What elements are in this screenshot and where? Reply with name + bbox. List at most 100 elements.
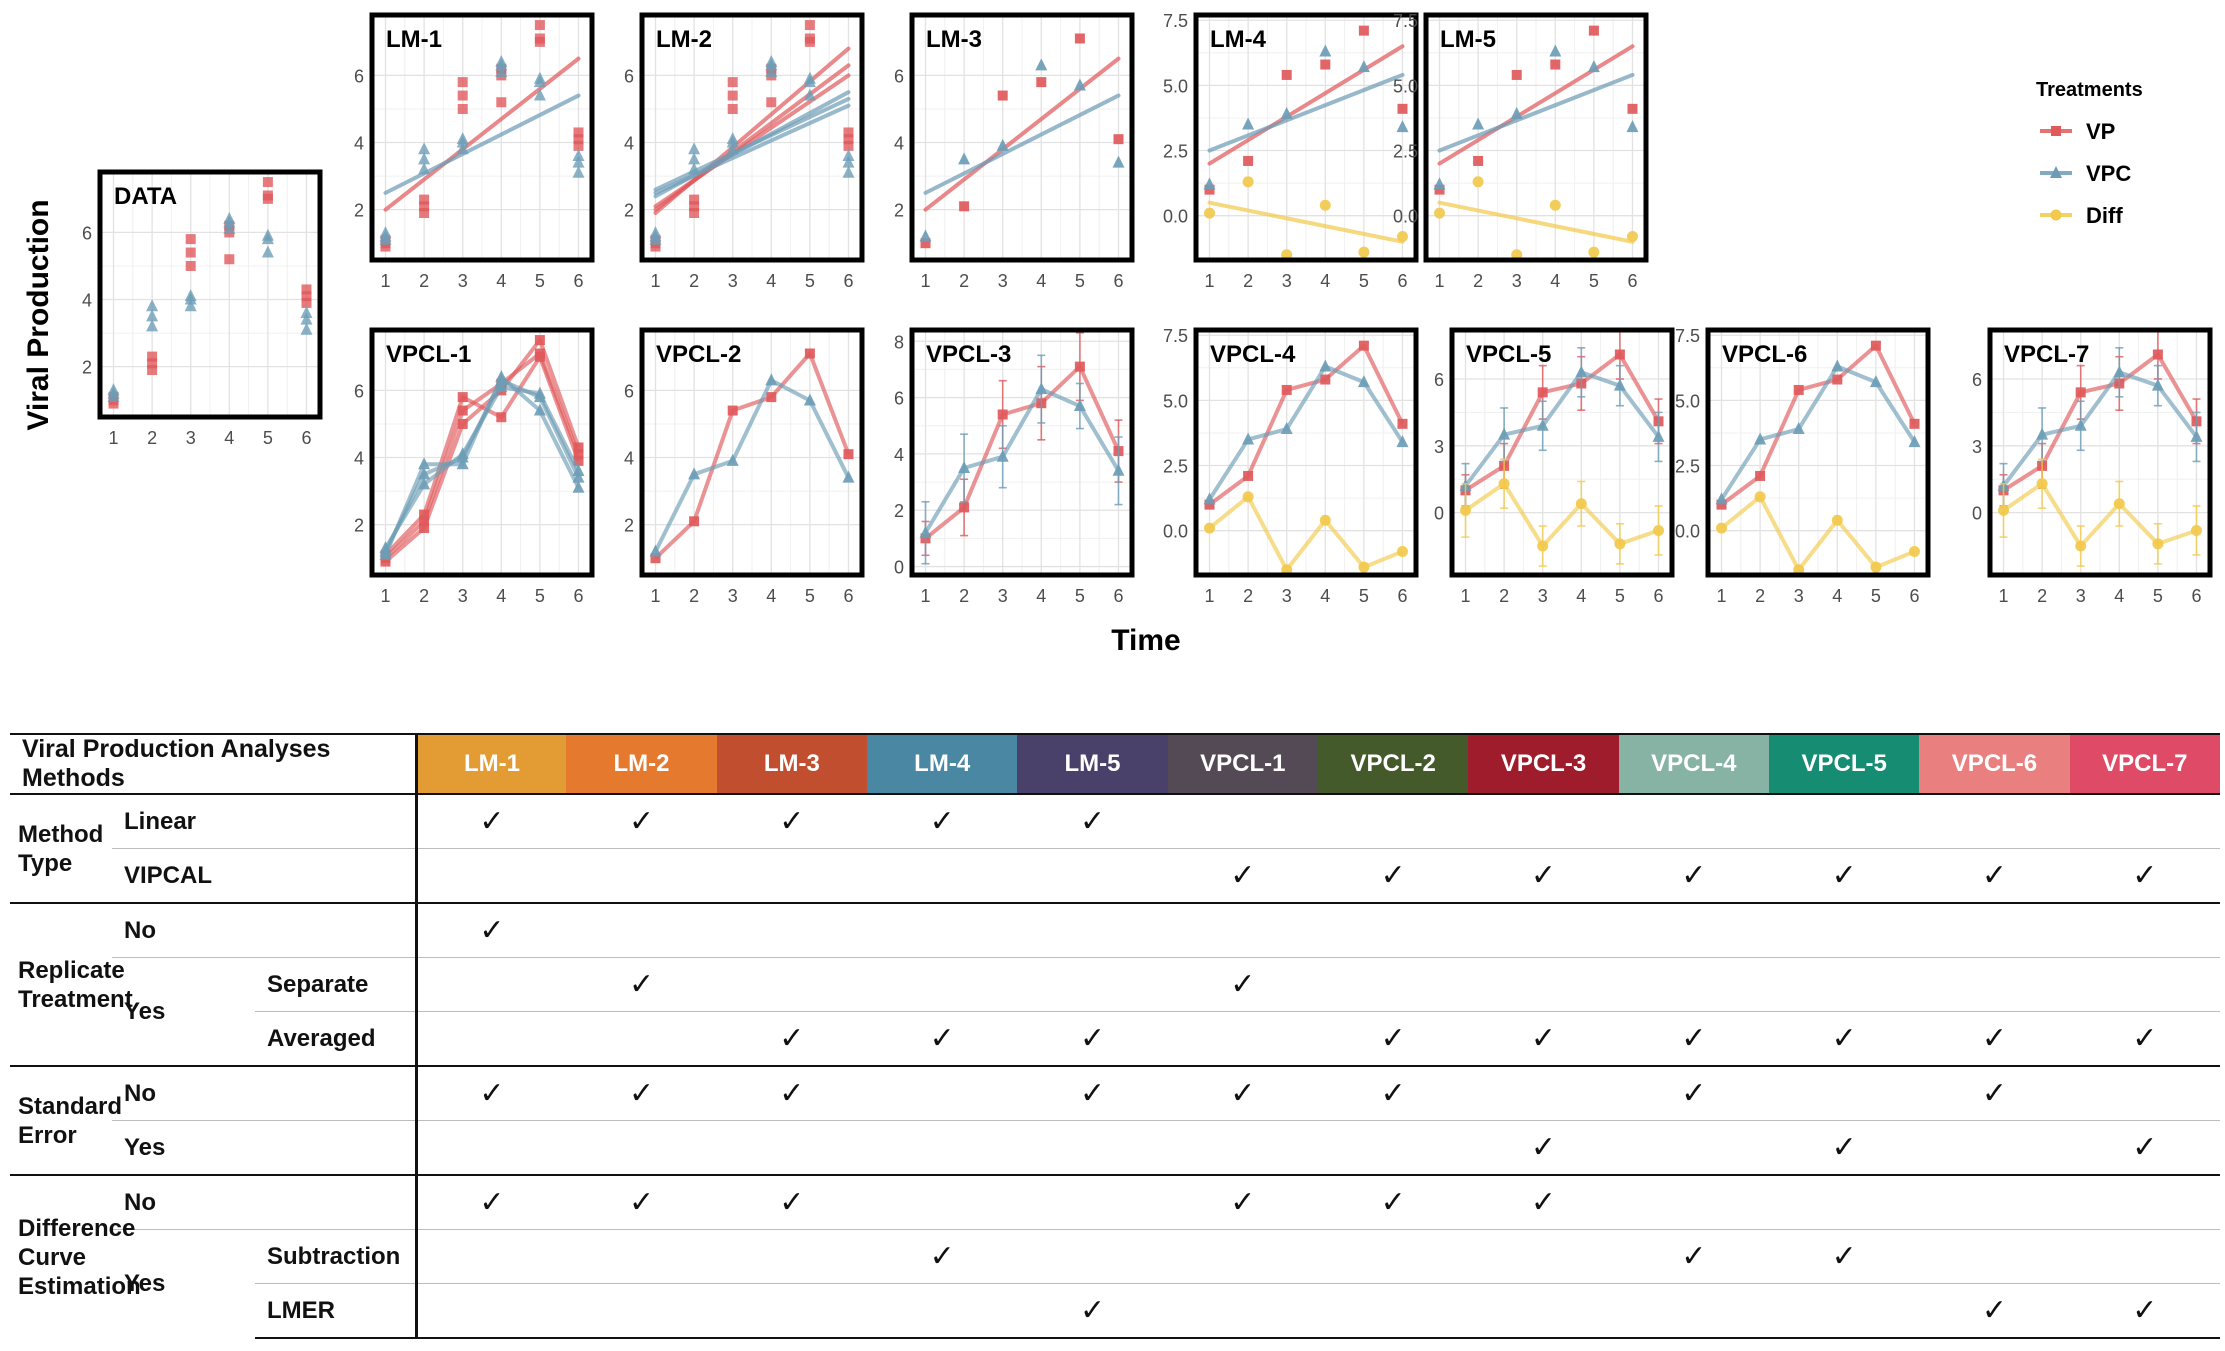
- empty-cell: [867, 848, 1018, 903]
- legend-item-vpc: VPC: [2040, 161, 2131, 186]
- data-point: [688, 142, 701, 155]
- data-point: [1549, 44, 1562, 57]
- data-point: [1793, 384, 1804, 395]
- data-point: [1434, 184, 1445, 195]
- empty-cell: [566, 848, 717, 903]
- data-point: [649, 544, 662, 557]
- x-tick-label: 6: [1653, 586, 1663, 606]
- data-point: [1112, 155, 1125, 168]
- panel-frame: [369, 12, 595, 263]
- series-line: [923, 387, 1121, 534]
- empty-cell: [566, 1120, 717, 1175]
- x-tick-label: 4: [1576, 586, 1586, 606]
- y-tick-label: 0.0: [1393, 207, 1418, 227]
- x-tick-label: 1: [921, 271, 931, 291]
- data-point: [727, 77, 738, 88]
- data-point: [456, 457, 469, 470]
- data-point: [107, 383, 120, 396]
- data-point: [689, 194, 700, 205]
- panel-lm-3: 2 4 6 1 2 3 4 5 6 LM-3: [894, 12, 1135, 291]
- x-tick-label: 1: [651, 586, 661, 606]
- panel-frame: [639, 327, 865, 578]
- series-vp: [1204, 25, 1408, 195]
- panel-frame: [909, 327, 1135, 578]
- series-vp: [650, 348, 854, 564]
- series-vp: [1716, 340, 1920, 510]
- empty-cell: [416, 1120, 567, 1175]
- data-point: [804, 348, 815, 359]
- method-header: LM-4: [867, 733, 1018, 795]
- empty-cell: [2069, 1065, 2220, 1121]
- check-mark: ✓: [716, 1065, 868, 1121]
- x-tick-label: 3: [998, 271, 1008, 291]
- data-point: [533, 88, 546, 101]
- check-mark: ✓: [1017, 1011, 1168, 1066]
- empty-cell: [1768, 1065, 1920, 1121]
- x-tick-label: 3: [728, 271, 738, 291]
- data-point: [1396, 120, 1409, 133]
- panel-title: LM-1: [386, 26, 442, 53]
- y-tick-label: 6: [624, 66, 634, 86]
- x-tick-label: 4: [1036, 586, 1046, 606]
- empty-cell: [1318, 793, 1469, 849]
- data-point: [1460, 504, 1472, 516]
- data-point: [1319, 199, 1331, 211]
- data-point: [688, 162, 701, 175]
- x-tick-label: 5: [805, 586, 815, 606]
- x-tick-label: 5: [1359, 271, 1369, 291]
- data-point: [457, 77, 468, 88]
- check-mark: ✓: [867, 1229, 1018, 1284]
- data-point: [1320, 374, 1331, 385]
- panel-lm-5: 0.0 2.5 5.0 7.5 1 2 3 4 5 6 LM-5: [1393, 11, 1649, 291]
- empty-cell: [2069, 957, 2220, 1012]
- y-tick-label: 5.0: [1393, 76, 1418, 96]
- data-point: [573, 449, 584, 460]
- fit-line: [923, 93, 1121, 195]
- data-point: [803, 71, 816, 84]
- x-tick-label: 2: [689, 271, 699, 291]
- group-label: Difference Curve Estimation: [10, 1174, 141, 1338]
- method-header: VPCL-4: [1618, 733, 1769, 795]
- data-point: [1203, 492, 1216, 505]
- check-mark: ✓: [1919, 1065, 2070, 1121]
- empty-cell: [1468, 902, 1619, 958]
- data-point: [457, 392, 468, 403]
- empty-cell: [1768, 1174, 1920, 1230]
- data-point: [1320, 59, 1331, 70]
- data-point: [1434, 207, 1446, 219]
- x-tick-label: 6: [843, 586, 853, 606]
- series-vpc: [379, 54, 585, 245]
- check-mark: ✓: [1919, 1283, 2070, 1339]
- data-point: [842, 155, 855, 168]
- panel-vpcl-4: 0.0 2.5 5.0 7.5 1 2 3 4 5 6 VPCL-4: [1163, 326, 1419, 606]
- table-row: Replicate Treatment No ✓: [10, 902, 2220, 1066]
- empty-cell: [716, 1120, 868, 1175]
- data-point: [765, 54, 778, 67]
- y-tick-label: 2: [624, 201, 634, 221]
- y-tick-label: 5.0: [1675, 391, 1700, 411]
- data-point: [1243, 470, 1254, 481]
- series-vpc: [649, 373, 855, 557]
- x-tick-label: 1: [1205, 271, 1215, 291]
- empty-cell: [1919, 957, 2070, 1012]
- y-tick-label: 6: [82, 223, 92, 243]
- series-diff: [1434, 176, 1638, 261]
- data-point: [726, 142, 739, 155]
- data-point: [1074, 361, 1085, 372]
- y-tick-label: 4: [894, 134, 904, 154]
- empty-cell: [1318, 902, 1469, 958]
- series-vpc: [649, 54, 855, 245]
- x-tick-label: 1: [651, 271, 661, 291]
- empty-cell: [867, 1283, 1018, 1339]
- data-point: [185, 234, 196, 245]
- data-point: [418, 152, 431, 165]
- y-tick-label: 6: [624, 381, 634, 401]
- x-tick-label: 6: [573, 271, 583, 291]
- data-point: [1280, 107, 1293, 120]
- data-point: [650, 553, 661, 564]
- data-point: [1588, 246, 1600, 258]
- empty-cell: [566, 1229, 717, 1284]
- y-tick-label: 2: [894, 501, 904, 521]
- data-point: [2113, 498, 2125, 510]
- x-tick-label: 3: [1794, 586, 1804, 606]
